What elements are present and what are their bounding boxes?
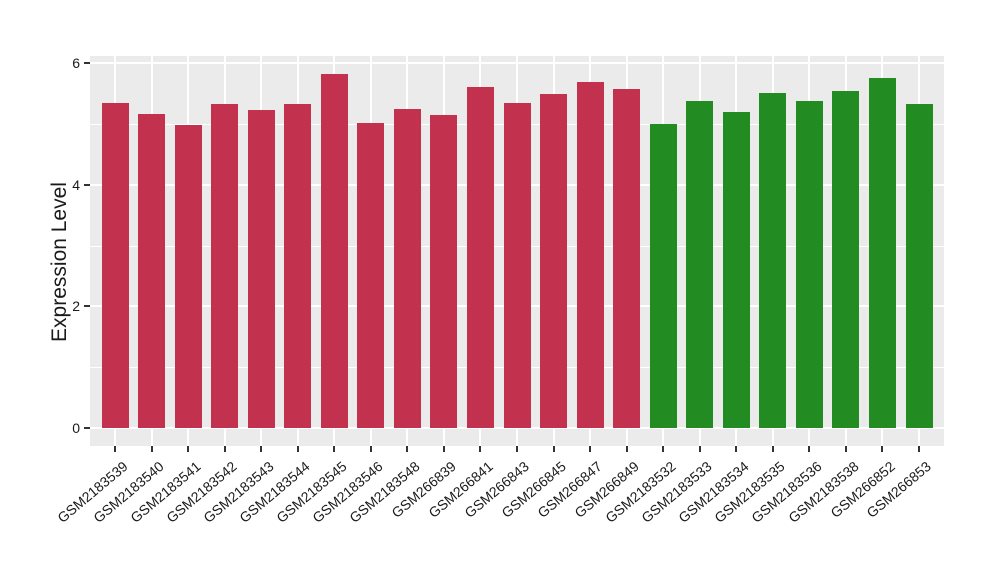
y-axis-label: Expression Level [48, 182, 71, 342]
x-tick-mark [808, 446, 811, 452]
bar-GSM2183544 [284, 103, 312, 428]
bar-GSM2183543 [247, 110, 275, 428]
x-tick-mark [552, 446, 555, 452]
x-tick-mark [442, 446, 445, 452]
bar-GSM266839 [430, 114, 458, 428]
y-tick-label: 2 [72, 298, 80, 315]
bar-GSM266849 [613, 88, 641, 428]
bar-GSM2183539 [101, 102, 129, 428]
bar-GSM266841 [466, 86, 494, 428]
x-tick-mark [844, 446, 847, 452]
x-tick-mark [223, 446, 226, 452]
y-tick-mark [84, 427, 90, 429]
bar-GSM266843 [503, 102, 531, 428]
bar-GSM266847 [576, 81, 604, 428]
x-tick-mark [698, 446, 701, 452]
bar-GSM2183533 [686, 100, 714, 428]
x-tick-mark [662, 446, 665, 452]
x-tick-mark [187, 446, 190, 452]
bar-GSM2183545 [320, 73, 348, 428]
bar-GSM2183538 [832, 91, 860, 428]
y-tick-mark [84, 62, 90, 65]
bar-GSM266853 [905, 103, 933, 428]
bar-GSM266852 [868, 78, 896, 428]
bar-GSM2183532 [649, 123, 677, 428]
x-tick-mark [625, 446, 628, 452]
x-tick-mark [406, 446, 409, 452]
y-tick-label: 0 [72, 420, 80, 436]
x-tick-mark [296, 446, 299, 452]
y-tick-label: 6 [72, 55, 80, 72]
x-tick-mark [150, 446, 153, 452]
bar-GSM2183541 [174, 125, 202, 428]
bar-GSM2183540 [138, 113, 166, 428]
x-tick-mark [735, 446, 738, 452]
x-tick-mark [918, 446, 920, 452]
x-tick-mark [369, 446, 372, 452]
plot-panel [90, 56, 944, 446]
x-tick-mark [260, 446, 263, 452]
x-tick-mark [881, 446, 884, 452]
x-tick-mark [516, 446, 518, 452]
x-tick-mark [589, 446, 592, 452]
x-tick-mark [333, 446, 336, 452]
bar-GSM2183542 [211, 103, 239, 428]
x-tick-mark [771, 446, 774, 452]
x-tick-mark [114, 446, 116, 452]
bar-GSM2183546 [357, 123, 385, 428]
x-tick-mark [479, 446, 482, 452]
y-tick-mark [84, 305, 90, 308]
bar-GSM2183536 [795, 100, 823, 428]
bar-GSM2183535 [759, 92, 787, 428]
bar-GSM2183548 [393, 109, 421, 428]
y-tick-mark [84, 183, 90, 186]
bar-GSM266845 [540, 94, 568, 428]
y-tick-label: 4 [72, 176, 80, 193]
bar-GSM2183534 [722, 111, 750, 428]
